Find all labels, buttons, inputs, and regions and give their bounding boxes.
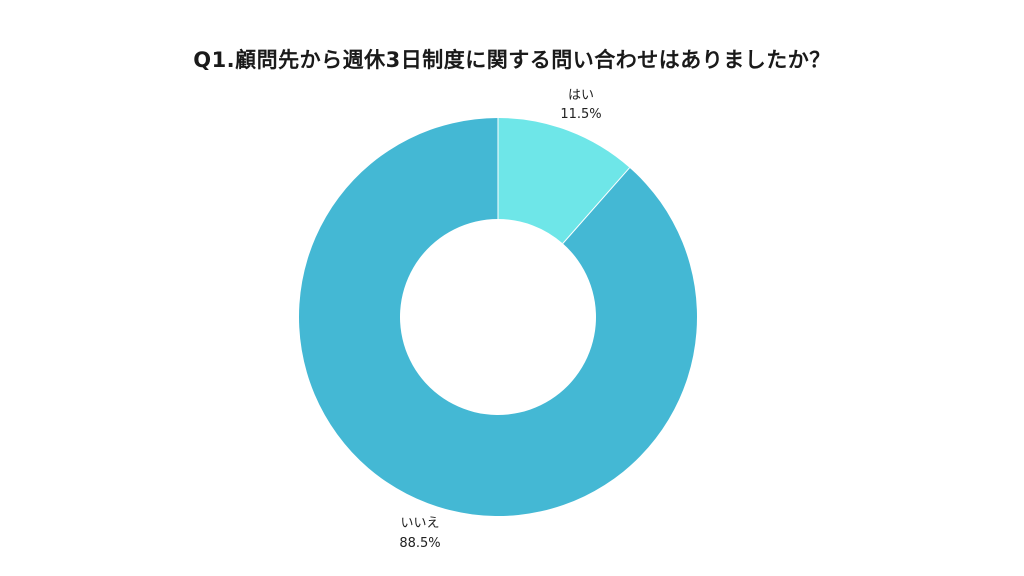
slice-label-yes: はい [568, 88, 594, 103]
slice-value-no: 88.5% [399, 536, 440, 551]
slice-divider [562, 167, 630, 244]
labels-group: はい 11.5% いいえ 88.5% [399, 88, 601, 551]
slices-group [299, 118, 697, 516]
slice-no [299, 118, 697, 516]
slice-yes [498, 118, 630, 244]
slice-label-no: いいえ [400, 516, 439, 531]
chart-title: Q1.顧問先から週休3日制度に関する問い合わせはありましたか？ [193, 48, 831, 72]
slice-value-yes: 11.5% [560, 107, 601, 122]
